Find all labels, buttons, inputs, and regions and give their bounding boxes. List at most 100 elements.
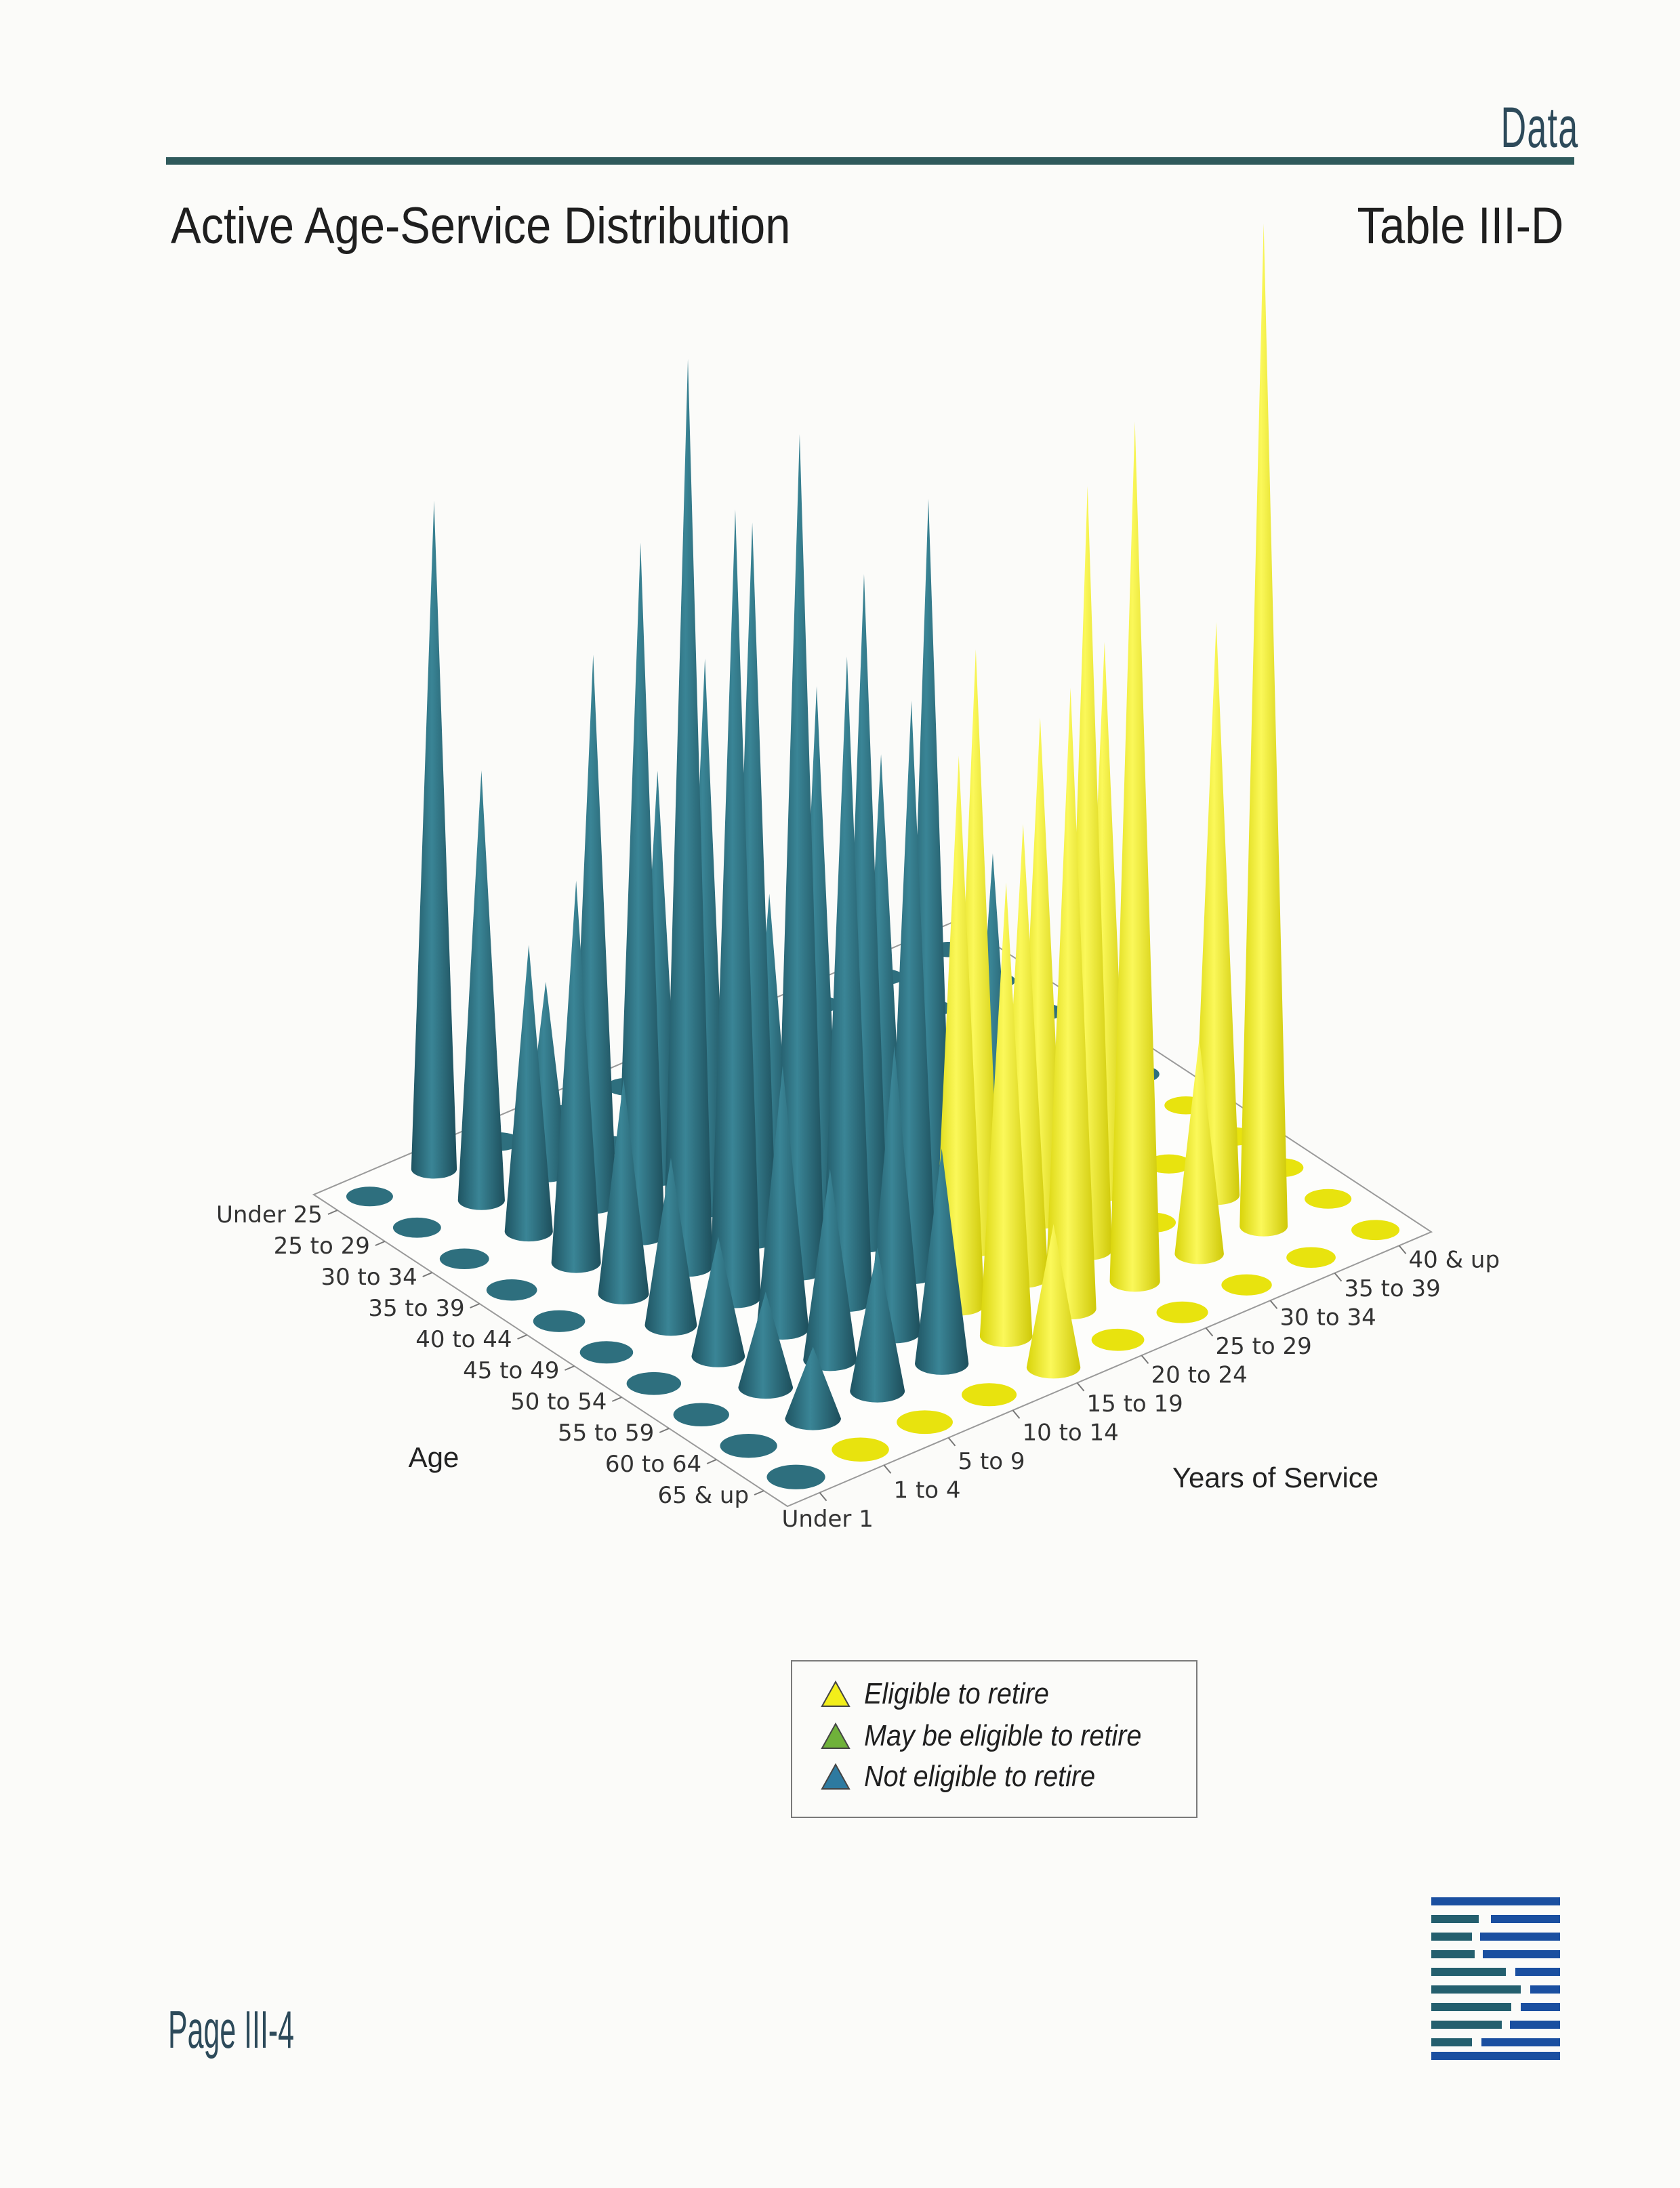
base-dot (533, 1310, 586, 1332)
base-dot (1146, 1154, 1192, 1174)
cone (1174, 1039, 1224, 1264)
cone (1109, 421, 1160, 1292)
service-tick (1205, 1327, 1214, 1337)
base-dot (346, 1186, 393, 1207)
cone (803, 1168, 857, 1371)
service-tick-label: 20 to 24 (1151, 1361, 1248, 1388)
age-tick-label: 25 to 29 (274, 1233, 370, 1260)
base-dot (439, 1248, 489, 1270)
age-tick-label: 30 to 34 (321, 1264, 417, 1291)
base-dot (1305, 1189, 1352, 1209)
base-dot (766, 1464, 825, 1489)
base-dot (673, 1403, 729, 1427)
cone (411, 500, 457, 1179)
base-dot (1156, 1301, 1208, 1323)
service-tick-label: 40 & up (1409, 1246, 1500, 1273)
age-tick (565, 1365, 575, 1371)
base-dot (1351, 1220, 1400, 1241)
base-dot (897, 1410, 953, 1434)
service-tick (883, 1464, 892, 1474)
base-dot (961, 1383, 1017, 1407)
legend-label-may-be-eligible: May be eligible to retire (864, 1719, 1142, 1752)
age-tick-label: Under 25 (216, 1201, 323, 1229)
cone (504, 945, 553, 1242)
page-number: Page III-4 (168, 2000, 295, 2059)
legend-label-eligible: Eligible to retire (864, 1677, 1049, 1710)
service-tick (1012, 1409, 1021, 1419)
cone (775, 434, 825, 1281)
cone (1044, 688, 1097, 1320)
base-dot (486, 1279, 537, 1301)
base-dot (832, 1437, 889, 1462)
company-logo-icon (1431, 1897, 1560, 2060)
cone (1026, 1224, 1081, 1379)
cone (821, 656, 873, 1313)
service-tick-label: 25 to 29 (1216, 1333, 1312, 1360)
age-tick (517, 1334, 527, 1340)
green-triangle-icon (821, 1722, 851, 1749)
legend-item-not-eligible: Not eligible to retire (821, 1758, 1121, 1796)
base-dot (720, 1434, 777, 1458)
table-id: Table III-D (1357, 197, 1563, 255)
age-tick-label: 35 to 39 (368, 1295, 464, 1322)
age-axis-label: Age (409, 1441, 459, 1473)
cone (1239, 223, 1288, 1237)
age-tick (706, 1459, 717, 1464)
service-axis-label: Years of Service (1172, 1462, 1378, 1493)
service-tick (947, 1437, 956, 1447)
cone (663, 358, 713, 1277)
header-rule (166, 157, 1574, 165)
section-header: Data (1500, 96, 1578, 159)
yellow-triangle-icon (821, 1680, 851, 1707)
age-tick-label: 40 to 44 (415, 1326, 512, 1353)
age-tick-label: 55 to 59 (558, 1420, 654, 1447)
age-tick (611, 1397, 622, 1402)
age-tick (470, 1303, 480, 1308)
cone (850, 1247, 905, 1403)
age-tick-label: 45 to 49 (463, 1357, 559, 1384)
age-tick-label: 60 to 64 (605, 1451, 701, 1478)
legend-label-not-eligible: Not eligible to retire (864, 1760, 1096, 1793)
page-title: Active Age-Service Distribution (171, 197, 791, 255)
cone (691, 1237, 745, 1367)
base-dot (626, 1371, 682, 1395)
service-tick-label: 1 to 4 (894, 1477, 961, 1504)
base-dot (1091, 1328, 1145, 1351)
cone (457, 770, 505, 1210)
cone (1193, 622, 1240, 1205)
cone (738, 1292, 794, 1399)
service-tick (819, 1492, 827, 1502)
cone (756, 1066, 809, 1340)
legend-item-eligible: Eligible to retire (821, 1675, 1069, 1713)
age-tick (375, 1241, 386, 1246)
cone (785, 1346, 841, 1430)
service-tick (1076, 1382, 1085, 1392)
age-tick (659, 1428, 670, 1433)
cone (710, 509, 761, 1308)
legend-item-may-be-eligible: May be eligible to retire (821, 1717, 1172, 1755)
service-tick-label: 35 to 39 (1345, 1275, 1441, 1302)
base-dot (392, 1217, 441, 1238)
age-tick (754, 1490, 764, 1495)
chart-marks (346, 223, 1400, 1489)
service-tick-label: 30 to 34 (1280, 1304, 1376, 1331)
base-dot (1221, 1274, 1272, 1296)
service-tick-label: 15 to 19 (1087, 1390, 1183, 1418)
service-tick (1141, 1355, 1149, 1364)
service-tick-label: Under 1 (782, 1506, 874, 1533)
cone (598, 1079, 649, 1304)
service-tick (1334, 1273, 1343, 1282)
age-tick (327, 1210, 338, 1215)
service-tick-label: 10 to 14 (1023, 1419, 1119, 1446)
service-tick (1398, 1245, 1407, 1254)
cone (616, 542, 665, 1245)
age-tick-label: 50 to 54 (510, 1388, 607, 1416)
age-tick-label: 65 & up (658, 1482, 750, 1509)
legend: Eligible to retire May be eligible to re… (791, 1660, 1197, 1818)
cone (979, 882, 1033, 1348)
cone (551, 880, 601, 1273)
cone (644, 1157, 697, 1336)
base-dot (1286, 1247, 1336, 1268)
